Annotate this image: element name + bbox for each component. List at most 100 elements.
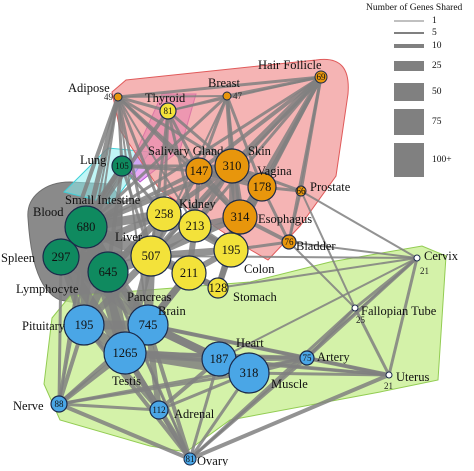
node-value-small_intestine: 258 <box>155 207 174 221</box>
node-label-lymphocyte: Lymphocyte <box>16 282 79 296</box>
node-label-bladder: Bladder <box>296 239 336 253</box>
node-heart: 187 Heart <box>201 336 264 377</box>
node-label-small_intestine: Small Intestine <box>65 193 141 207</box>
edge-adipose-small_intestine <box>116 95 166 216</box>
node-label-stomach: Stomach <box>233 290 277 304</box>
node-prostate: 66 Prostate <box>295 180 351 197</box>
node-value-liver: 507 <box>142 249 161 263</box>
node-lung: 105 Lung <box>80 153 133 177</box>
node-circle-liver <box>130 235 172 277</box>
node-nerve: 88 Nerve <box>13 395 68 413</box>
edge-adipose-skin <box>116 95 234 168</box>
node-circle-bladder <box>281 234 297 250</box>
node-blood: 680 Blood <box>33 205 108 249</box>
node-label-pancreas: Pancreas <box>127 290 172 304</box>
edge-bladder-cervix <box>288 241 418 259</box>
edge-breast-blood <box>84 94 229 229</box>
node-label-uterus: Uterus <box>396 370 429 384</box>
node-stomach: 128 Stomach <box>207 277 277 304</box>
node-circle-lymphocyte <box>87 251 129 293</box>
edge-nerve-adrenal <box>57 402 161 412</box>
legend-label-50: 50 <box>432 87 442 97</box>
node-value-muscle: 318 <box>240 366 259 380</box>
edge-prostate-cervix <box>300 190 418 259</box>
edge-adipose-hair_follicle <box>116 75 323 99</box>
node-circle-cervix <box>413 254 421 262</box>
legend-label-10: 10 <box>432 41 442 51</box>
node-circle-prostate <box>295 185 307 197</box>
edge-brain-ovary <box>146 323 192 461</box>
node-value-skin: 310 <box>223 159 242 173</box>
node-label-nerve: Nerve <box>13 399 44 413</box>
node-value-vagina: 178 <box>253 180 272 194</box>
node-value-adipose: 49 <box>104 92 114 102</box>
node-circle-muscle <box>228 352 270 394</box>
node-value-kidney: 213 <box>186 219 205 233</box>
node-circle-adrenal <box>149 400 169 420</box>
node-value-hair_follicle: 69 <box>317 72 327 82</box>
edge-cervix-stomach <box>217 257 418 289</box>
node-value-breast: 47 <box>233 91 243 101</box>
node-spleen: 297 Spleen <box>1 238 80 276</box>
node-bladder: 76 Bladder <box>281 234 336 253</box>
node-value-adrenal: 112 <box>152 405 165 415</box>
node-label-breast: Breast <box>208 76 240 90</box>
node-label-pituitary: Pituitary <box>22 319 66 333</box>
node-label-adipose: Adipose <box>68 81 110 95</box>
node-label-ovary: Ovary <box>197 454 229 466</box>
node-label-salivary_gland: Salivary Gland <box>148 144 224 158</box>
edge-breast-vagina <box>225 94 264 189</box>
node-value-ovary: 81 <box>186 454 195 464</box>
node-circle-artery <box>299 350 315 366</box>
node-label-cervix: Cervix <box>424 249 459 263</box>
node-circle-pituitary <box>63 304 105 346</box>
edge-spleen-nerve <box>57 255 63 406</box>
node-label-skin: Skin <box>248 144 272 158</box>
node-circle-brain <box>127 304 169 346</box>
node-value-salivary_gland: 147 <box>190 164 209 178</box>
node-small_intestine: 258 Small Intestine <box>65 193 182 232</box>
node-liver: 507 Liver <box>115 230 172 277</box>
node-circle-testis <box>103 331 147 375</box>
node-label-heart: Heart <box>236 336 264 350</box>
node-pancreas: 211 Pancreas <box>127 255 207 304</box>
edge-adipose-pituitary <box>83 96 119 326</box>
node-value-esophagus: 314 <box>231 210 251 224</box>
node-value-cervix: 21 <box>420 266 429 276</box>
node-circle-nerve <box>50 395 68 413</box>
edge-adipose-breast <box>117 95 228 98</box>
node-skin: 310 Skin <box>214 144 272 184</box>
node-circle-breast <box>222 91 232 101</box>
node-value-nerve: 88 <box>55 399 65 409</box>
edge-uterus-cervix <box>387 256 419 377</box>
node-circle-uterus <box>385 371 393 379</box>
edge-bladder-fallopian_tube <box>288 241 356 309</box>
edge-uterus-ovary <box>188 373 391 461</box>
node-value-stomach: 128 <box>209 281 228 295</box>
node-label-colon: Colon <box>244 262 275 276</box>
node-circle-lung <box>111 155 133 177</box>
edge-prostate-fallopian_tube <box>300 190 356 309</box>
node-value-bladder: 76 <box>285 237 295 247</box>
node-value-prostate: 66 <box>297 186 307 196</box>
legend-title: Number of Genes Shared <box>366 2 463 13</box>
node-cervix: 21 Cervix <box>413 249 459 276</box>
node-lymphocyte: 645 Lymphocyte <box>16 251 129 296</box>
node-circle-salivary_gland <box>185 157 213 185</box>
node-circle-kidney <box>178 209 212 243</box>
node-value-testis: 1265 <box>113 346 138 360</box>
node-value-pancreas: 211 <box>180 266 198 280</box>
node-kidney: 213 Kidney <box>178 197 217 243</box>
node-testis: 1265 Testis <box>103 331 147 388</box>
edge-heart-cervix <box>218 257 418 360</box>
node-value-pituitary: 195 <box>75 318 94 332</box>
legend: Number of Genes Shared 1 5 10 25 50 75 100+ <box>366 2 463 177</box>
node-vagina: 178 Vagina <box>247 164 292 202</box>
legend-label-5: 5 <box>432 28 437 38</box>
node-value-heart: 187 <box>210 352 229 366</box>
node-value-spleen: 297 <box>52 250 71 264</box>
